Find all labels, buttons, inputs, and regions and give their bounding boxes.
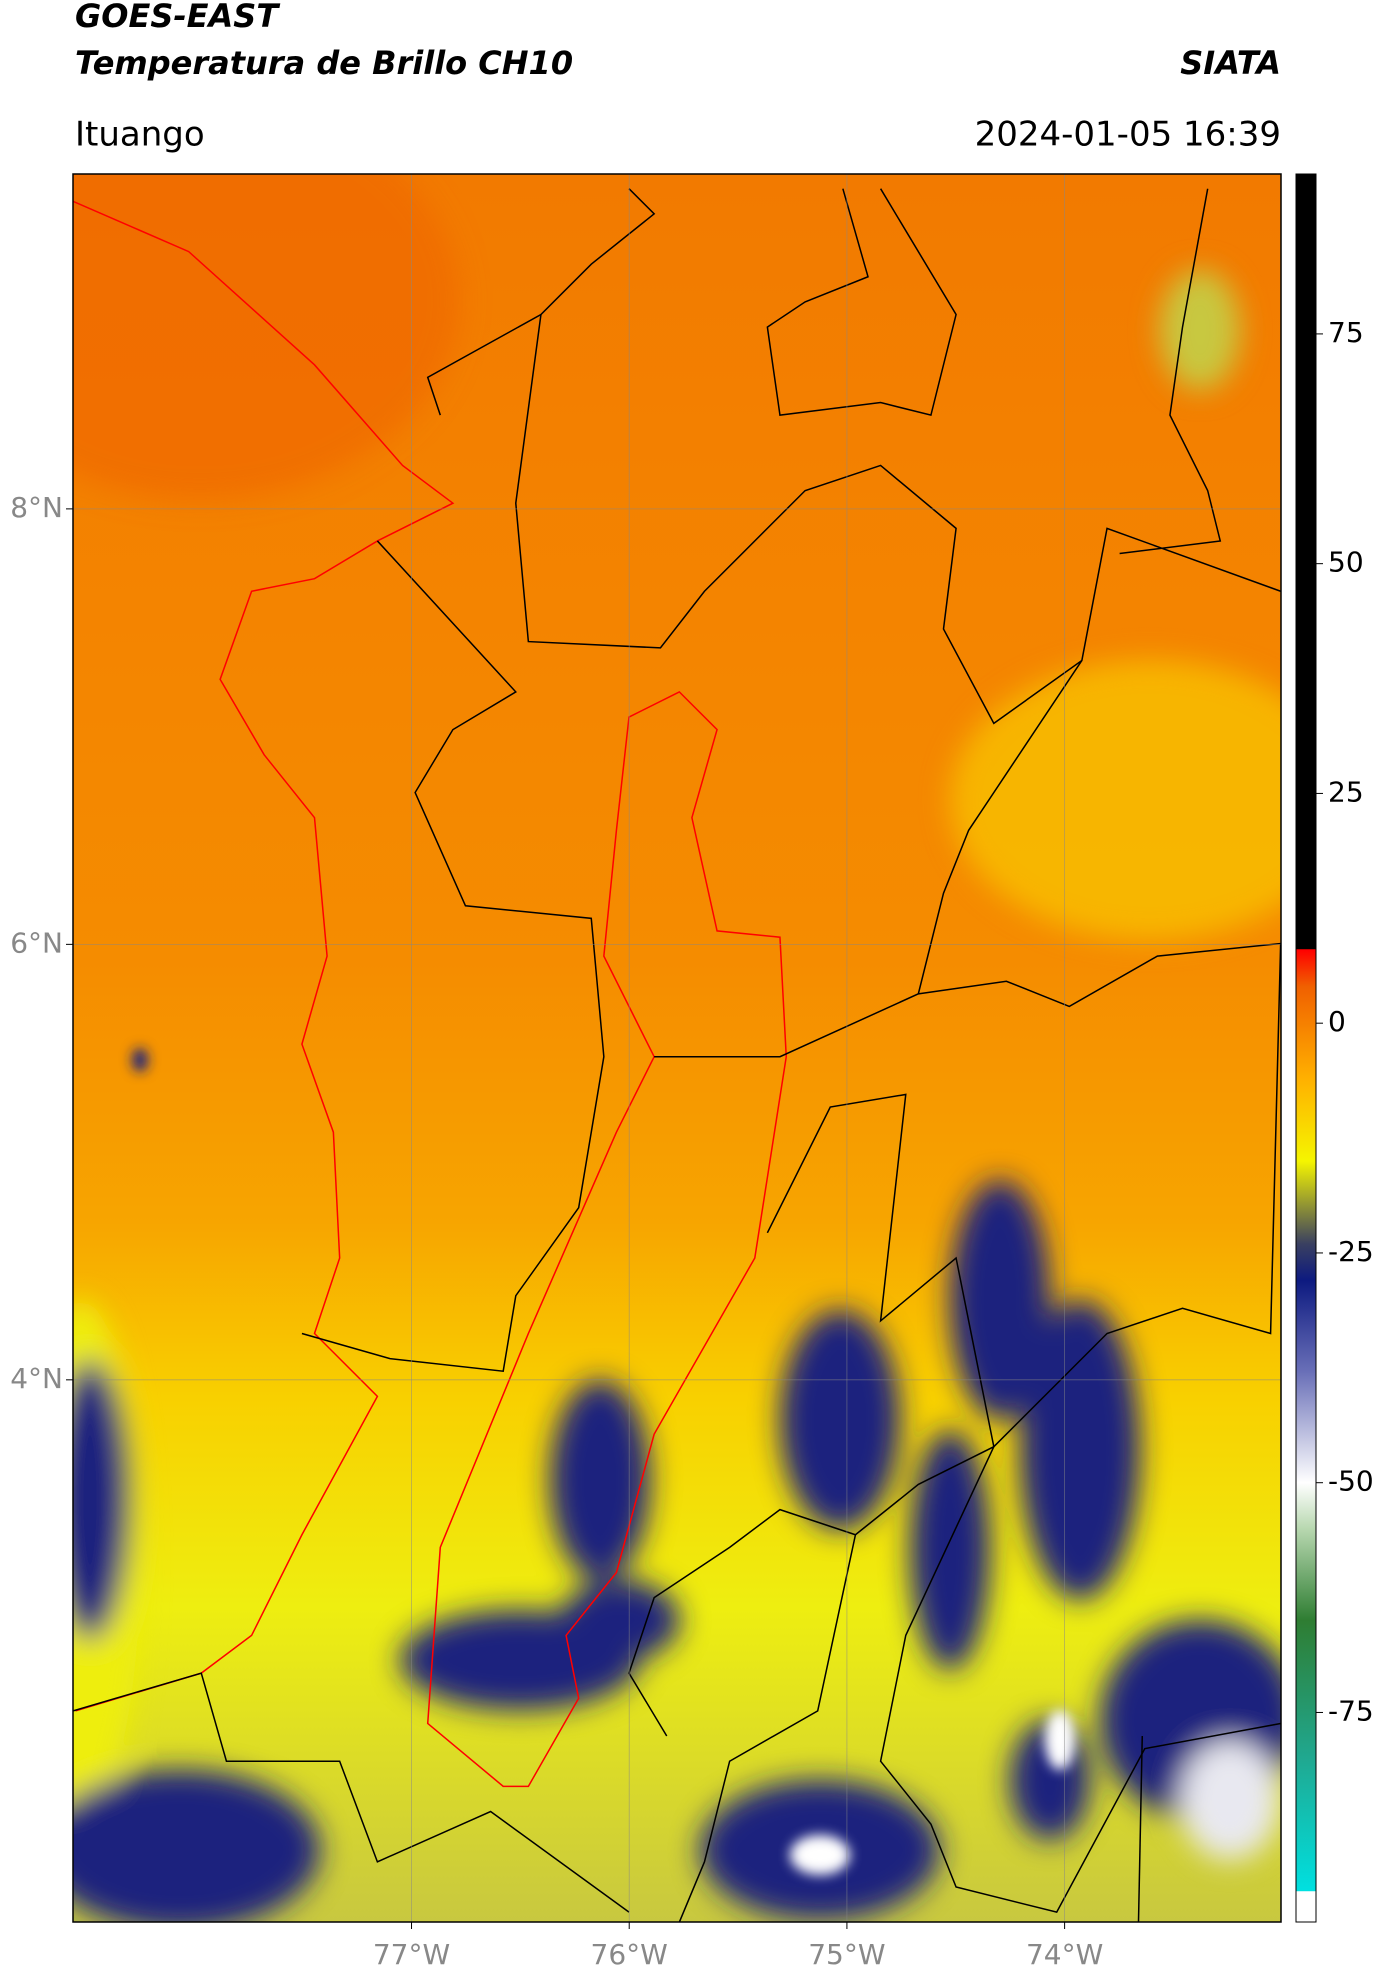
border	[678, 1534, 857, 1922]
map	[73, 174, 1281, 1922]
colorbar-tick-label: 75	[1328, 316, 1364, 349]
map-frame	[72, 173, 1282, 1923]
x-tick-label: 76°W	[591, 1938, 668, 1971]
x-tick-label: 77°W	[373, 1938, 450, 1971]
title-line: GOES-EAST	[75, 0, 280, 35]
colorbar-fill	[1295, 173, 1317, 1923]
colorbar-tick-label: -50	[1328, 1465, 1374, 1498]
x-tick-label: 75°W	[808, 1938, 885, 1971]
border	[766, 1093, 995, 1447]
colorbar: 75 50 25 0 -25 -50 -75	[1295, 173, 1374, 1923]
temperature-field	[73, 174, 1281, 1922]
border	[1119, 188, 1222, 555]
y-tick-label: 8°N	[10, 491, 63, 524]
y-tick-label: 6°N	[10, 926, 63, 959]
border	[879, 1446, 1281, 1914]
title-line: Temperatura de Brillo CH10	[75, 44, 573, 82]
colorbar-tick-label: 0	[1328, 1005, 1346, 1038]
colorbar-tick-label: 25	[1328, 775, 1364, 808]
border	[73, 1672, 630, 1913]
border	[654, 660, 1083, 1058]
x-tick-label: 74°W	[1026, 1938, 1103, 1971]
border	[426, 188, 656, 416]
y-tick-label: 4°N	[10, 1362, 63, 1395]
colorbar-tick-label: -75	[1328, 1694, 1374, 1727]
border	[628, 942, 1281, 1737]
coastline	[73, 200, 455, 1712]
source: SIATA	[1180, 44, 1281, 82]
temperature-field	[132, 1048, 1075, 1875]
colorbar-tick-label: 50	[1328, 546, 1364, 579]
border	[1137, 1736, 1144, 1922]
boundaries	[73, 188, 1281, 1922]
basin-outline	[426, 690, 788, 1788]
border	[301, 540, 605, 1373]
colorbar-tick-label: -25	[1328, 1235, 1374, 1268]
date: 2024-01-05 16:39	[975, 115, 1281, 155]
grid	[73, 174, 1281, 1922]
subtitle: Ituango	[75, 115, 205, 155]
